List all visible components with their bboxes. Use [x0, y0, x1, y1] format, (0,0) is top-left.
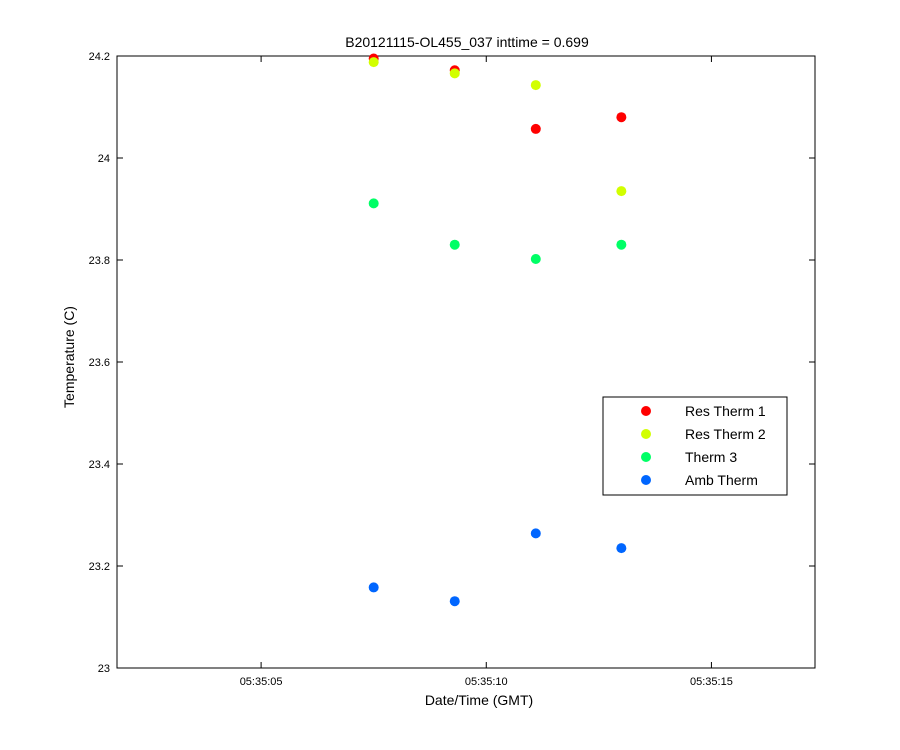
data-point-res-therm-2: [616, 186, 627, 197]
data-point-res-therm-1: [530, 123, 541, 134]
legend-label-res-therm-1: Res Therm 1: [685, 403, 766, 419]
legend-box: [602, 396, 788, 496]
data-point-amb-therm: [530, 528, 541, 539]
data-point-therm-3: [449, 239, 460, 250]
legend-marker-res-therm-2: [641, 429, 651, 439]
data-point-res-therm-2: [368, 57, 379, 68]
x-tick-label: 05:35:10: [465, 676, 508, 688]
legend-label-res-therm-2: Res Therm 2: [685, 426, 766, 442]
y-tick-label: 24.2: [89, 51, 110, 63]
data-point-res-therm-2: [530, 80, 541, 91]
y-axis-title: Temperature (C): [61, 306, 77, 408]
y-tick-label: 23.8: [89, 255, 110, 267]
legend-marker-therm-3: [641, 452, 651, 462]
data-point-amb-therm: [616, 543, 627, 554]
data-point-res-therm-2: [449, 68, 460, 79]
x-tick-label: 05:35:05: [240, 676, 283, 688]
y-tick-label: 24: [98, 153, 110, 165]
data-point-amb-therm: [368, 582, 379, 593]
legend-label-therm-3: Therm 3: [685, 449, 737, 465]
plot-area: [116, 55, 816, 669]
chart-title: B20121115-OL455_037 inttime = 0.699: [345, 34, 589, 50]
data-point-therm-3: [616, 239, 627, 250]
data-point-amb-therm: [449, 596, 460, 607]
y-tick-label: 23: [98, 663, 110, 675]
x-axis-title: Date/Time (GMT): [425, 692, 533, 708]
y-tick-label: 23.4: [89, 459, 110, 471]
legend-marker-res-therm-1: [641, 406, 651, 416]
data-point-therm-3: [530, 253, 541, 264]
data-point-therm-3: [368, 198, 379, 209]
y-tick-label: 23.6: [89, 357, 110, 369]
legend-label-amb-therm: Amb Therm: [685, 472, 758, 488]
legend-marker-amb-therm: [641, 475, 651, 485]
y-tick-label: 23.2: [89, 561, 110, 573]
data-point-res-therm-1: [616, 112, 627, 123]
x-tick-label: 05:35:15: [690, 676, 733, 688]
